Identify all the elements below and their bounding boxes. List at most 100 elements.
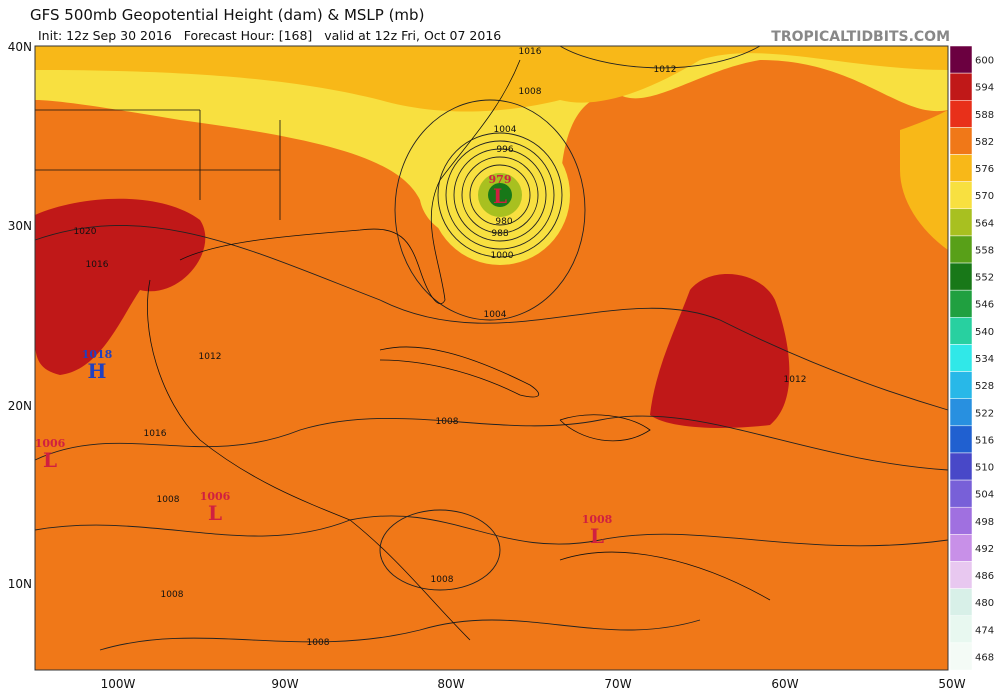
contour-label: 1004 bbox=[484, 310, 507, 320]
colorbar-swatch bbox=[949, 561, 973, 589]
colorbar: 600 594 588 582 576 570 564 558 552 546 540 534 528 5… bbox=[949, 45, 994, 671]
pressure-value: 1008 bbox=[582, 513, 613, 526]
colorbar-label: 492 bbox=[975, 544, 994, 555]
colorbar-label: 594 bbox=[975, 83, 994, 94]
colorbar-label: 516 bbox=[975, 435, 994, 446]
map: 1016 1012 1008 1004 996 980 988 1000 1004 1020 101… bbox=[34, 45, 949, 670]
colorbar-swatch bbox=[949, 289, 973, 318]
colorbar-label: 534 bbox=[975, 354, 994, 365]
contour-label: 996 bbox=[496, 145, 513, 155]
colorbar-swatch bbox=[949, 398, 973, 427]
colorbar-label: 540 bbox=[975, 327, 994, 338]
colorbar-swatch bbox=[949, 425, 973, 454]
subtitle: Init: 12z Sep 30 2016 Forecast Hour: [16… bbox=[38, 28, 501, 43]
colorbar-swatch bbox=[949, 534, 973, 562]
map-frame bbox=[34, 45, 949, 671]
coastlines bbox=[35, 59, 771, 641]
contour-label: 1012 bbox=[784, 375, 807, 385]
colorbar-label: 486 bbox=[975, 571, 994, 582]
pressure-letter: L bbox=[208, 501, 222, 525]
colorbar-swatch bbox=[949, 181, 973, 210]
longitude-label: 70W bbox=[604, 677, 631, 691]
contour-label: 1008 bbox=[161, 590, 184, 600]
colorbar-swatch bbox=[949, 479, 973, 508]
colorbar-label: 558 bbox=[975, 245, 994, 256]
colorbar-swatch bbox=[949, 127, 973, 155]
colorbar-label: 570 bbox=[975, 191, 994, 202]
contour-label: 1020 bbox=[74, 227, 97, 237]
colorbar-label: 588 bbox=[975, 110, 994, 121]
contour-label: 1008 bbox=[436, 417, 459, 427]
colorbar-label: 600 bbox=[975, 56, 994, 67]
contour-label: 1008 bbox=[307, 638, 330, 648]
colorbar-label: 510 bbox=[975, 463, 994, 474]
colorbar-swatch bbox=[949, 344, 973, 372]
colorbar-swatch bbox=[949, 208, 973, 237]
contour-label: 988 bbox=[491, 229, 508, 239]
pressure-letter: L bbox=[493, 184, 507, 208]
longitude-label: 80W bbox=[437, 677, 464, 691]
contour-label: 1016 bbox=[519, 47, 542, 57]
latitude-label: 30N bbox=[8, 219, 32, 233]
contour-label: 1016 bbox=[86, 260, 109, 270]
contour-label: 1000 bbox=[491, 251, 514, 261]
longitude-label: 60W bbox=[771, 677, 798, 691]
colorbar-swatch bbox=[949, 452, 973, 481]
colorbar-label: 474 bbox=[975, 625, 994, 636]
contour-label: 1004 bbox=[494, 125, 517, 135]
colorbar-swatch bbox=[949, 615, 973, 644]
contour-label: 1008 bbox=[431, 575, 454, 585]
colorbar-label: 504 bbox=[975, 490, 994, 501]
colorbar-label: 552 bbox=[975, 273, 994, 284]
latitude-label: 10N bbox=[8, 577, 32, 591]
colorbar-swatch bbox=[949, 154, 973, 182]
colorbar-swatch bbox=[949, 100, 973, 128]
colorbar-label: 576 bbox=[975, 164, 994, 175]
amber-east bbox=[900, 110, 948, 250]
red-west bbox=[35, 198, 206, 375]
colorbar-label: 528 bbox=[975, 381, 994, 392]
colorbar-swatch bbox=[949, 506, 973, 535]
contour-label: 1008 bbox=[157, 495, 180, 505]
colorbar-swatch bbox=[949, 72, 973, 101]
colorbar-label: 480 bbox=[975, 598, 994, 609]
red-atlantic bbox=[650, 273, 790, 428]
amber-region bbox=[35, 46, 948, 112]
longitude-label: 90W bbox=[271, 677, 298, 691]
colorbar-swatch bbox=[949, 642, 973, 671]
colorbar-swatch bbox=[949, 235, 973, 264]
latitude-label: 20N bbox=[8, 399, 32, 413]
colorbar-label: 582 bbox=[975, 137, 994, 148]
pressure-value: 1006 bbox=[35, 437, 66, 450]
latitude-label: 40N bbox=[8, 40, 32, 54]
colorbar-swatch bbox=[949, 317, 973, 345]
colorbar-swatch bbox=[949, 588, 973, 616]
contour-label: 1012 bbox=[199, 352, 222, 362]
pressure-value: 1006 bbox=[200, 490, 231, 503]
site-name: TROPICALTIDBITS.COM bbox=[771, 29, 950, 45]
contour-label: 1012 bbox=[654, 65, 677, 75]
longitude-label: 100W bbox=[101, 677, 136, 691]
colorbar-swatch bbox=[949, 262, 973, 291]
contour-label: 1016 bbox=[144, 429, 167, 439]
pressure-value: 1018 bbox=[82, 348, 113, 361]
map-labels: 1016 1012 1008 1004 996 980 988 1000 1004 1020 101… bbox=[35, 47, 807, 648]
colorbar-label: 546 bbox=[975, 300, 994, 311]
colorbar-swatch bbox=[949, 371, 973, 399]
pressure-letter: L bbox=[590, 524, 604, 548]
colorbar-swatch bbox=[949, 45, 973, 74]
storm-core bbox=[488, 183, 512, 207]
pressure-letter: L bbox=[43, 448, 57, 472]
pressure-value: 979 bbox=[489, 173, 512, 186]
contour-label: 1008 bbox=[519, 87, 542, 97]
colorbar-label: 498 bbox=[975, 517, 994, 528]
colorbar-label: 564 bbox=[975, 218, 994, 229]
isobars bbox=[34, 45, 949, 651]
title: GFS 500mb Geopotential Height (dam) & MS… bbox=[30, 6, 424, 24]
pressure-letter: H bbox=[88, 359, 107, 383]
contour-label: 980 bbox=[495, 217, 512, 227]
longitude-label: 50W bbox=[938, 677, 965, 691]
colorbar-label: 522 bbox=[975, 408, 994, 419]
colorbar-label: 468 bbox=[975, 652, 994, 663]
